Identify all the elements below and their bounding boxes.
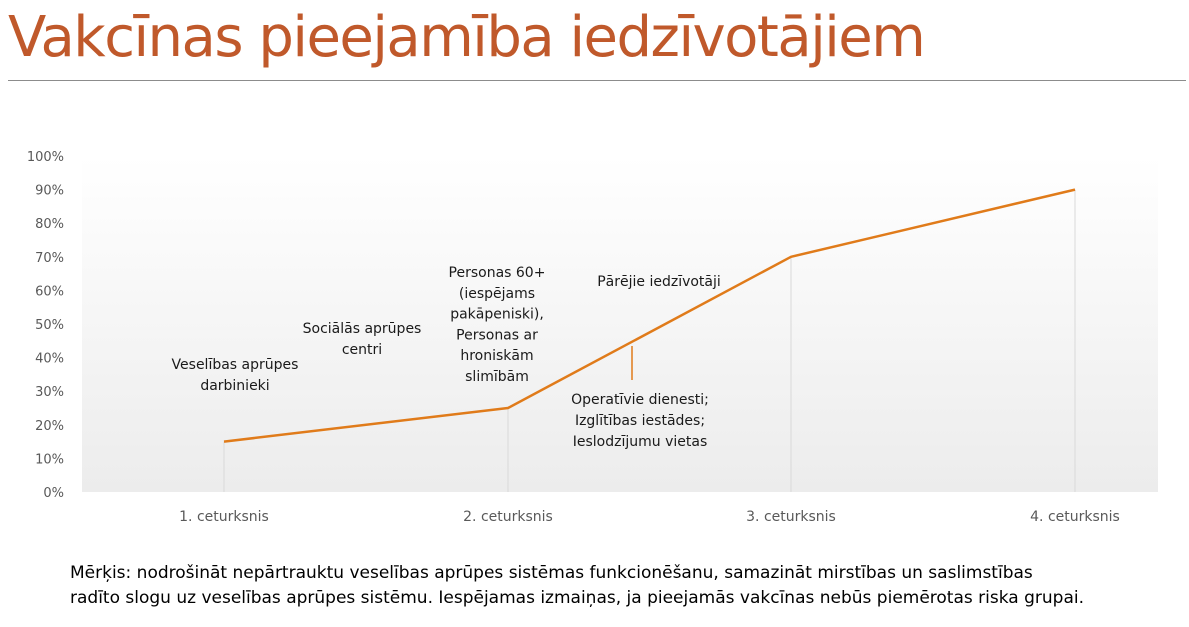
x-category-label: 2. ceturksnis (463, 509, 553, 525)
annotation-rest: Pārējie iedzīvotāji (597, 274, 721, 290)
annotation-line: Personas ar (456, 327, 538, 343)
annotation-line: darbinieki (200, 378, 269, 394)
series-line (223, 188, 1076, 443)
annotation-line: slimībām (465, 369, 529, 385)
annotation-line: (iespējams (459, 286, 535, 302)
title-divider (8, 80, 1186, 81)
x-category-label: 3. ceturksnis (746, 509, 836, 525)
annotation-line: Personas 60+ (449, 265, 546, 281)
goal-line-2: radīto slogu uz veselības aprūpes sistēm… (70, 588, 1084, 608)
annotation-line: Sociālās aprūpes (303, 321, 422, 337)
annotation-services: Operatīvie dienesti; Izglītības iestādes;… (571, 392, 709, 450)
page-title: Vakcīnas pieejamība iedzīvotājiem (8, 5, 926, 70)
y-tick-label: 80% (35, 217, 64, 232)
annotation-line: Izglītības iestādes; (575, 413, 705, 429)
annotation-line: Veselības aprūpes (172, 357, 299, 373)
annotation-seniors: Personas 60+ (iespējams pakāpeniski), Perso… (449, 265, 546, 385)
vaccine-availability-chart: 0% 10% 20% 30% 40% 50% 60% 70% 80% 90% 100% 1. cet… (27, 150, 1158, 525)
goal-line-1: Mērķis: nodrošināt nepārtrauktu veselība… (70, 563, 1033, 583)
annotation-line: hroniskām (460, 348, 533, 364)
y-tick-label: 20% (35, 419, 64, 434)
y-tick-label: 30% (35, 385, 64, 400)
y-tick-label: 100% (27, 150, 64, 165)
y-tick-label: 60% (35, 284, 64, 299)
y-tick-label: 50% (35, 318, 64, 333)
y-tick-label: 40% (35, 352, 64, 367)
annotation-line: Pārējie iedzīvotāji (597, 274, 721, 290)
y-tick-label: 0% (43, 486, 64, 501)
annotation-social-care: Sociālās aprūpes centri (303, 321, 422, 358)
annotation-line: Ieslodzījumu vietas (573, 434, 708, 450)
y-tick-label: 70% (35, 251, 64, 266)
annotation-line: pakāpeniski), (450, 307, 544, 323)
annotation-line: centri (342, 342, 382, 358)
y-tick-label: 10% (35, 452, 64, 467)
x-category-label: 1. ceturksnis (179, 509, 269, 525)
x-category-label: 4. ceturksnis (1030, 509, 1120, 525)
goal-statement: Mērķis: nodrošināt nepārtrauktu veselība… (70, 561, 1180, 611)
annotation-healthcare-workers: Veselības aprūpes darbinieki (172, 357, 299, 394)
annotation-line: Operatīvie dienesti; (571, 392, 709, 408)
y-tick-label: 90% (35, 184, 64, 199)
